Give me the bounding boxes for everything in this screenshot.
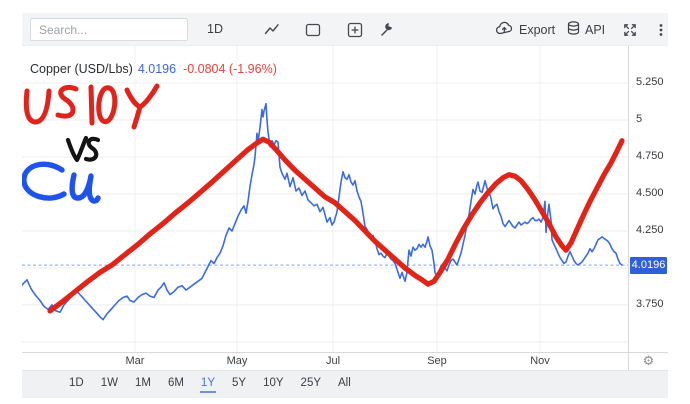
calendar-icon[interactable] — [305, 22, 321, 38]
x-axis-label: May — [226, 355, 248, 367]
api-label: API — [585, 22, 606, 37]
us10y-overlay-line — [47, 136, 625, 314]
range-button-25y[interactable]: 25Y — [300, 377, 322, 389]
cloud-export-icon — [495, 21, 514, 39]
x-axis-label: Nov — [530, 355, 550, 367]
drawing-tools-icon[interactable] — [379, 22, 395, 38]
x-axis-label: Sep — [427, 355, 447, 367]
y-axis-label: 5.250 — [636, 76, 664, 89]
y-axis-label: 4.500 — [636, 187, 664, 200]
copper-price-line — [22, 102, 623, 321]
range-button-6m[interactable]: 6M — [167, 377, 184, 389]
chart-header: Copper (USD/Lbs) 4.0196 -0.0804 (-1.96%) — [30, 62, 277, 76]
api-button[interactable]: API — [567, 13, 605, 46]
range-button-10y[interactable]: 10Y — [263, 377, 284, 389]
range-button-all[interactable]: All — [338, 377, 351, 389]
symbol-label: Copper (USD/Lbs) — [30, 62, 133, 76]
range-button-1y[interactable]: 1Y — [199, 376, 216, 393]
hand-annotations — [22, 83, 160, 204]
range-button-1w[interactable]: 1W — [100, 377, 118, 389]
annotation-vs[interactable] — [65, 135, 101, 163]
range-button-1m[interactable]: 1M — [134, 377, 151, 389]
x-axis-label: Jul — [325, 355, 341, 367]
search-input[interactable] — [30, 18, 188, 41]
top-toolbar: 1D Export API — [22, 13, 668, 46]
interval-button[interactable]: 1D — [207, 22, 223, 36]
annotation-us10y[interactable] — [23, 83, 160, 130]
range-bar: 1D 1W 1M 6M 1Y 5Y 10Y 25Y All — [22, 370, 668, 398]
fullscreen-icon[interactable] — [623, 23, 639, 39]
gear-icon[interactable]: ⚙ — [642, 354, 655, 369]
x-axis: Mar May Jul Sep Nov — [22, 352, 628, 370]
y-axis-label: 5 — [636, 113, 643, 126]
line-chart-icon[interactable] — [264, 22, 280, 38]
range-button-5y[interactable]: 5Y — [232, 377, 247, 389]
y-axis-label: 4.750 — [636, 150, 664, 163]
axis-corner: ⚙ — [628, 352, 668, 370]
x-axis-label: Mar — [125, 355, 145, 367]
add-panel-icon[interactable] — [347, 22, 363, 38]
plot-area[interactable]: Copper (USD/Lbs) 4.0196 -0.0804 (-1.96%) — [22, 46, 628, 352]
database-icon — [567, 20, 580, 39]
current-price-badge: 4.0196 — [630, 256, 667, 274]
export-button[interactable]: Export — [495, 13, 555, 46]
annotation-cu[interactable] — [22, 161, 101, 204]
y-axis-label: 4.250 — [636, 224, 664, 237]
y-axis-label: 3.750 — [636, 298, 664, 311]
kebab-menu-icon[interactable] — [654, 23, 670, 39]
change-value: -0.0804 (-1.96%) — [183, 62, 277, 76]
price-value: 4.0196 — [137, 62, 177, 76]
y-axis: 4.0196 5.250 5 4.750 4.500 4.250 3.750 — [628, 46, 668, 352]
export-label: Export — [519, 22, 556, 37]
range-button-1d[interactable]: 1D — [69, 377, 84, 389]
price-chart[interactable] — [22, 46, 628, 352]
chart-widget: 1D Export API — [22, 13, 668, 398]
